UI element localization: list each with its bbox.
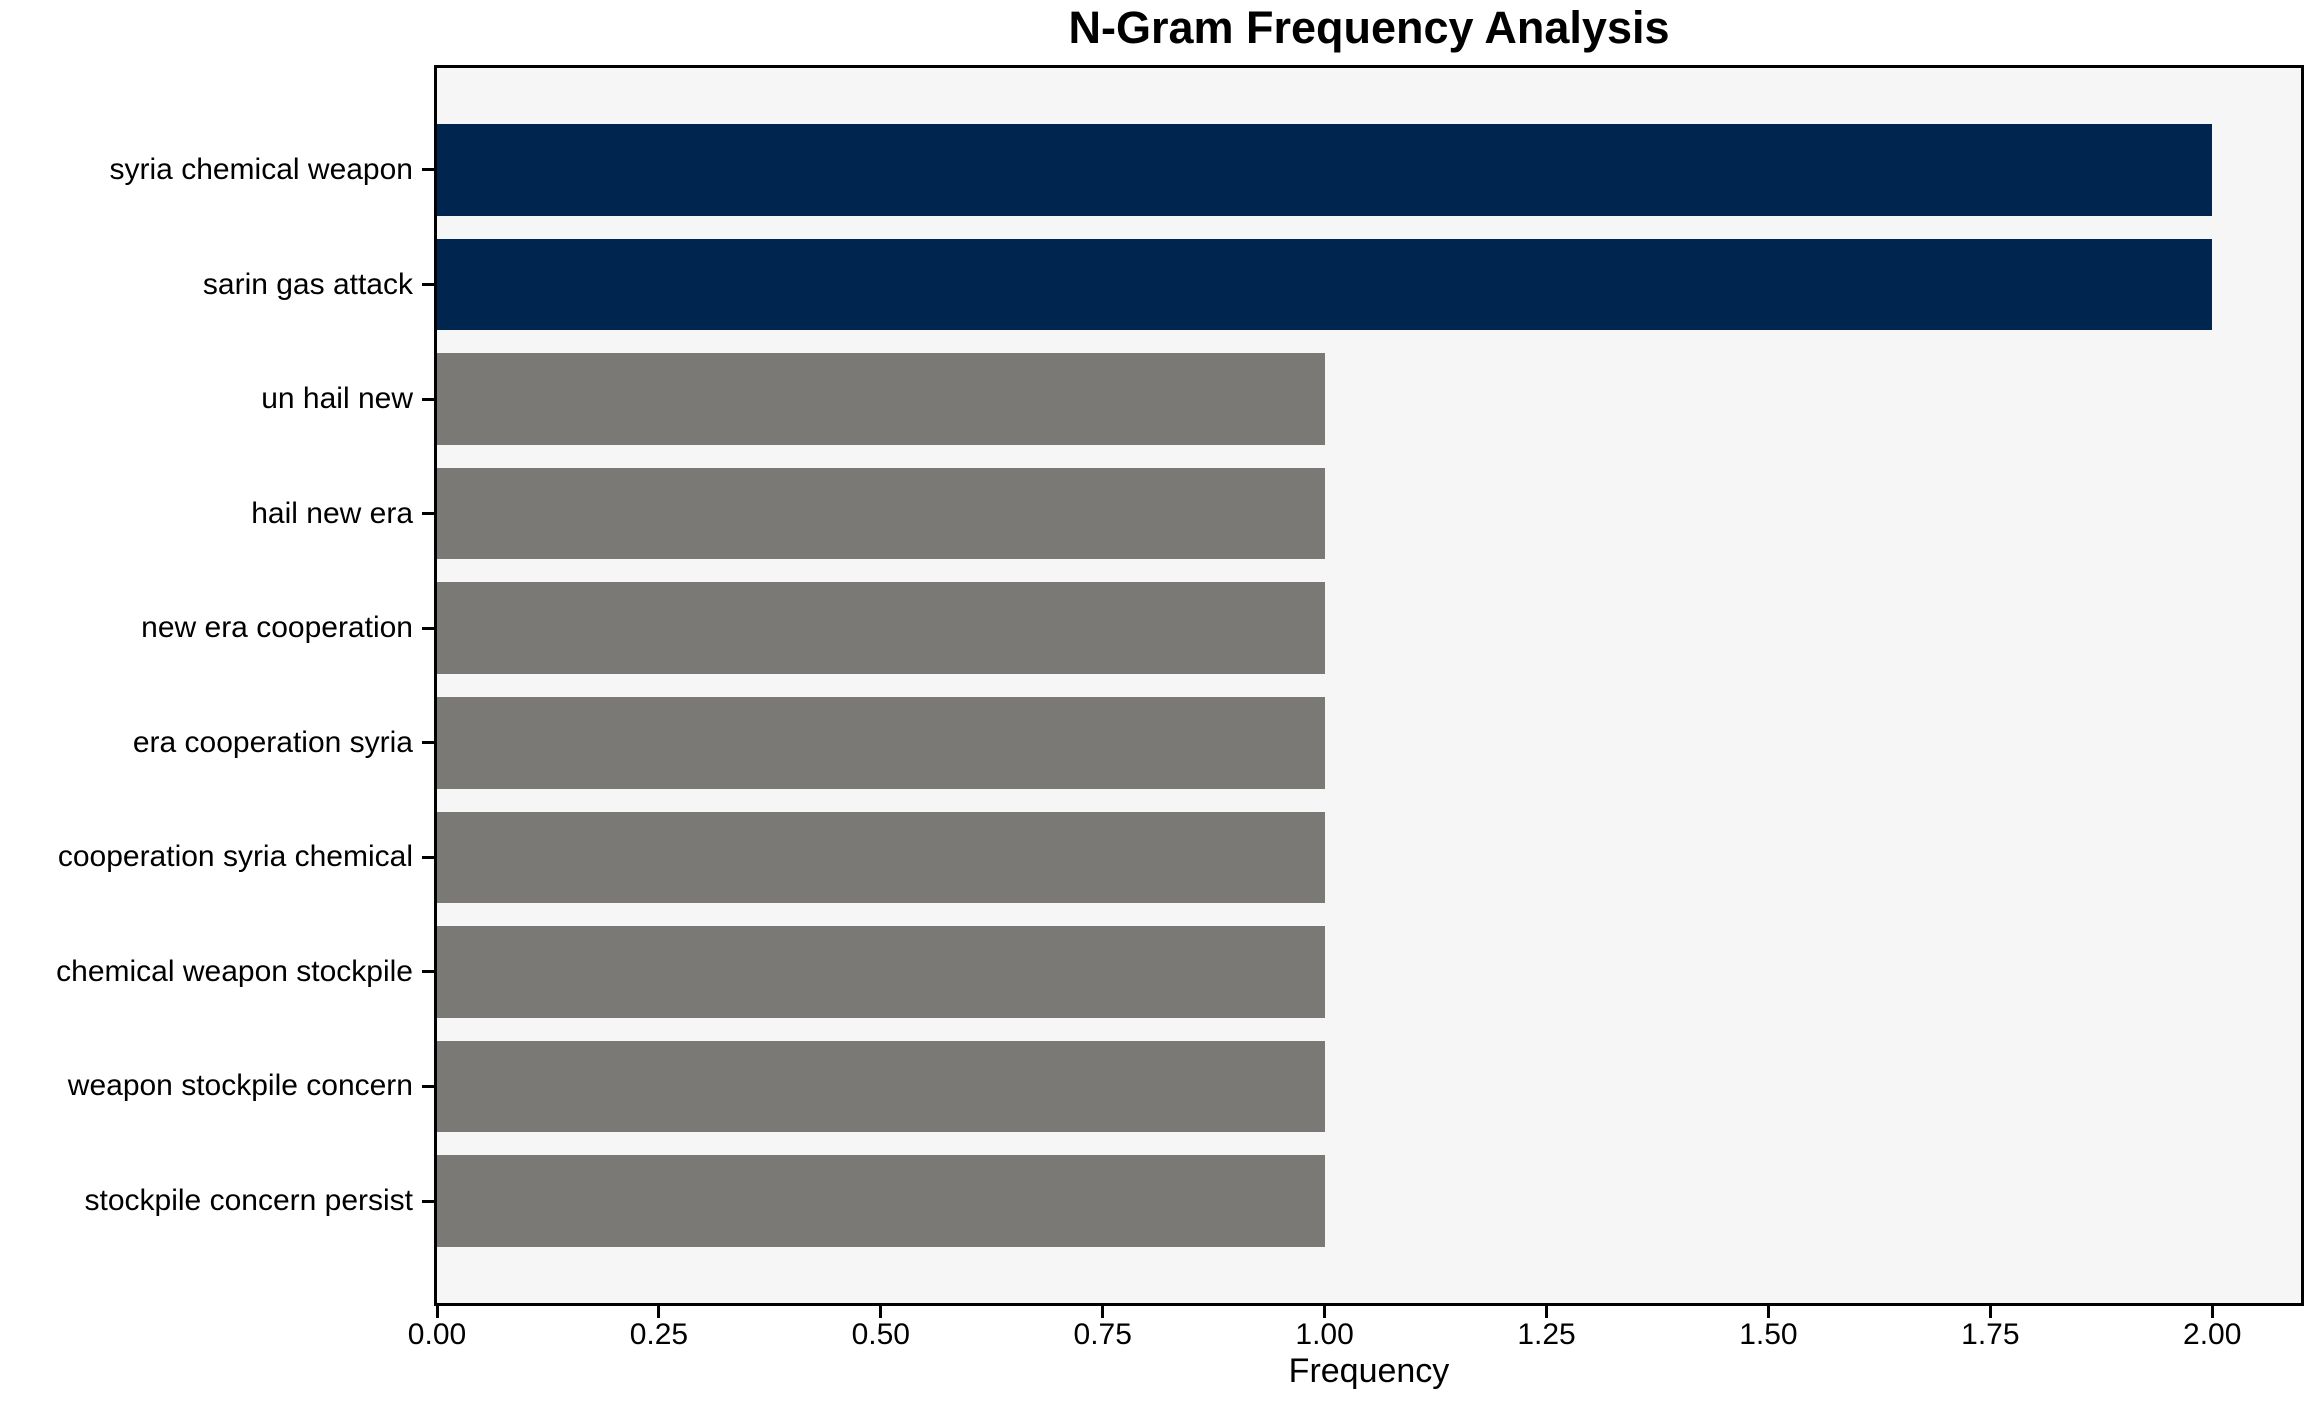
- x-axis-label: Frequency: [1288, 1352, 1450, 1390]
- y-tick-label: sarin gas attack: [202, 267, 413, 301]
- bar: [437, 811, 1325, 904]
- y-tick-label: syria chemical weapon: [109, 152, 413, 186]
- y-tick-label: new era cooperation: [141, 611, 413, 645]
- y-tick-label: era cooperation syria: [132, 725, 413, 759]
- bar: [437, 124, 2213, 216]
- bar: [437, 1155, 1325, 1247]
- y-tick: [422, 1199, 434, 1203]
- y-tick: [422, 741, 434, 745]
- bar: [437, 582, 1325, 675]
- x-tick-label: 2.00: [2183, 1318, 2242, 1351]
- y-tick: [422, 1084, 434, 1088]
- bar: [437, 353, 1325, 445]
- y-tick-label: cooperation syria chemical: [57, 840, 413, 874]
- x-tick: [1766, 1306, 1770, 1318]
- y-tick: [422, 168, 434, 172]
- bar: [437, 238, 2213, 331]
- bar: [437, 467, 1325, 560]
- x-tick-label: 1.75: [1961, 1318, 2020, 1351]
- bar: [437, 696, 1325, 789]
- y-tick: [422, 512, 434, 516]
- y-tick: [422, 970, 434, 974]
- x-tick-label: 0.75: [1073, 1318, 1132, 1351]
- y-tick-label: chemical weapon stockpile: [56, 954, 413, 988]
- y-tick: [422, 626, 434, 630]
- plot-area: [434, 65, 2304, 1306]
- y-tick-label: weapon stockpile concern: [67, 1069, 413, 1103]
- y-tick-label: stockpile concern persist: [84, 1184, 413, 1218]
- x-tick-label: 1.25: [1517, 1318, 1576, 1351]
- x-tick-label: 0.50: [851, 1318, 910, 1351]
- bar: [437, 1040, 1325, 1133]
- y-tick: [422, 283, 434, 287]
- y-tick: [422, 397, 434, 401]
- y-tick-label: hail new era: [251, 496, 413, 530]
- x-tick: [1323, 1306, 1327, 1318]
- bar: [437, 926, 1325, 1018]
- y-tick: [422, 855, 434, 859]
- x-tick-label: 0.25: [629, 1318, 689, 1351]
- x-tick: [1101, 1306, 1105, 1318]
- x-tick: [435, 1306, 439, 1318]
- x-tick: [879, 1306, 883, 1318]
- x-tick: [657, 1306, 661, 1318]
- x-tick-label: 0.00: [407, 1318, 467, 1351]
- x-tick: [1988, 1306, 1992, 1318]
- chart-title: N-Gram Frequency Analysis: [1068, 2, 1670, 53]
- x-tick: [2210, 1306, 2214, 1318]
- x-tick-label: 1.50: [1739, 1318, 1798, 1351]
- x-tick-label: 1.00: [1295, 1318, 1354, 1351]
- y-tick-label: un hail new: [261, 382, 413, 416]
- x-tick: [1545, 1306, 1549, 1318]
